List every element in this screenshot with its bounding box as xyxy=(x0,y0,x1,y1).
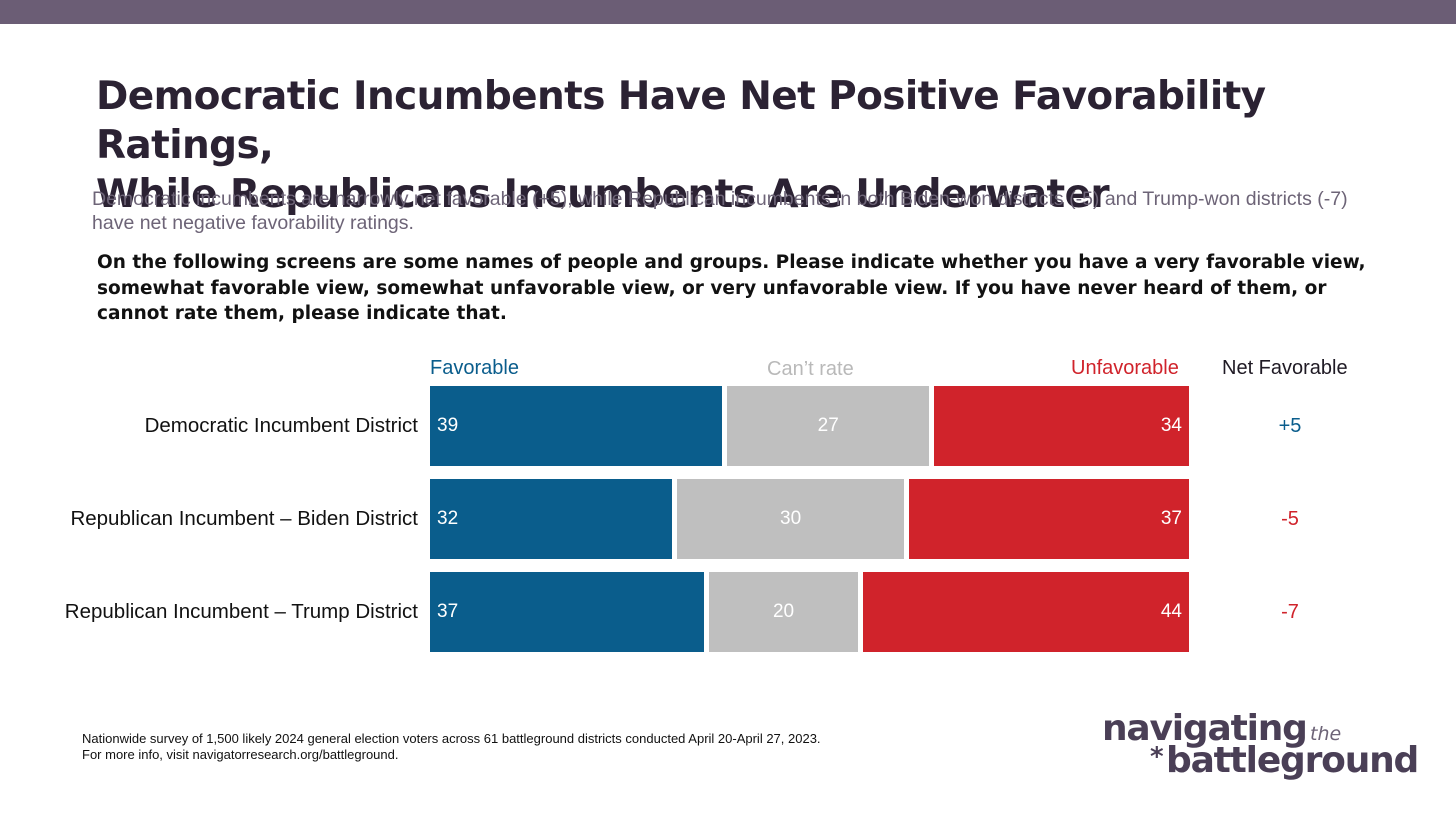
bar-favorable xyxy=(430,386,723,466)
footnote: Nationwide survey of 1,500 likely 2024 g… xyxy=(82,731,821,762)
footnote-line-2: For more info, visit navigatorresearch.o… xyxy=(82,746,399,762)
net-favorable-value: -5 xyxy=(1281,508,1299,530)
data-label-unfavorable: 44 xyxy=(1160,601,1182,622)
survey-question: On the following screens are some names … xyxy=(97,252,1366,324)
bar-unfavorable xyxy=(909,479,1189,559)
data-label-unfavorable: 34 xyxy=(1160,415,1182,436)
footnote-line-1: Nationwide survey of 1,500 likely 2024 g… xyxy=(82,731,821,746)
subtitle: Democratic incumbents are narrowly net f… xyxy=(92,188,1348,234)
logo-star-icon: * xyxy=(1150,742,1164,772)
logo-word-battleground: battleground xyxy=(1166,740,1419,781)
page-title: Democratic Incumbents Have Net Positive … xyxy=(96,72,1416,219)
data-label-cant-rate: 20 xyxy=(772,601,795,622)
bar-unfavorable xyxy=(934,386,1189,466)
bar-unfavorable xyxy=(862,572,1189,652)
net-favorable-value: +5 xyxy=(1278,415,1302,437)
legend-unfavorable: Unfavorable xyxy=(1071,357,1179,379)
legend-cant-rate: Can’t rate xyxy=(767,358,854,380)
data-label-unfavorable: 37 xyxy=(1160,508,1182,529)
bar-cant-rate xyxy=(677,479,905,559)
category-label: Democratic Incumbent District xyxy=(144,414,418,437)
bar-cant-rate xyxy=(727,386,930,466)
data-label-favorable: 39 xyxy=(437,415,459,436)
data-label-cant-rate: 30 xyxy=(780,508,802,529)
data-label-favorable: 32 xyxy=(437,508,459,529)
legend-favorable: Favorable xyxy=(430,357,519,379)
chart-row: Democratic Incumbent District 39 27 34 +5 xyxy=(0,386,1456,466)
category-label: Republican Incumbent – Trump District xyxy=(64,600,418,623)
navigating-the-battleground-logo: navigating the * battleground xyxy=(1100,706,1430,790)
logo-word-the: the xyxy=(1310,723,1342,745)
logo-word-navigating: navigating xyxy=(1102,708,1308,749)
bar-favorable xyxy=(430,572,705,652)
net-favorable-value: -7 xyxy=(1281,601,1299,623)
chart-row: Republican Incumbent – Trump District 37 2… xyxy=(0,572,1456,652)
title-line-2: While Republicans Incumbents Are Underwa… xyxy=(96,172,1110,217)
chart-row: Republican Incumbent – Biden District 32 3… xyxy=(0,479,1456,559)
bar-cant-rate xyxy=(709,572,858,652)
data-label-favorable: 37 xyxy=(437,601,459,622)
bar-favorable xyxy=(430,479,673,559)
category-label: Republican Incumbent – Biden District xyxy=(70,507,418,530)
net-favorable-header: Net Favorable xyxy=(1222,357,1348,379)
data-label-cant-rate: 27 xyxy=(817,415,839,436)
top-accent-bar xyxy=(0,0,1456,24)
title-line-1: Democratic Incumbents Have Net Positive … xyxy=(96,74,1266,168)
